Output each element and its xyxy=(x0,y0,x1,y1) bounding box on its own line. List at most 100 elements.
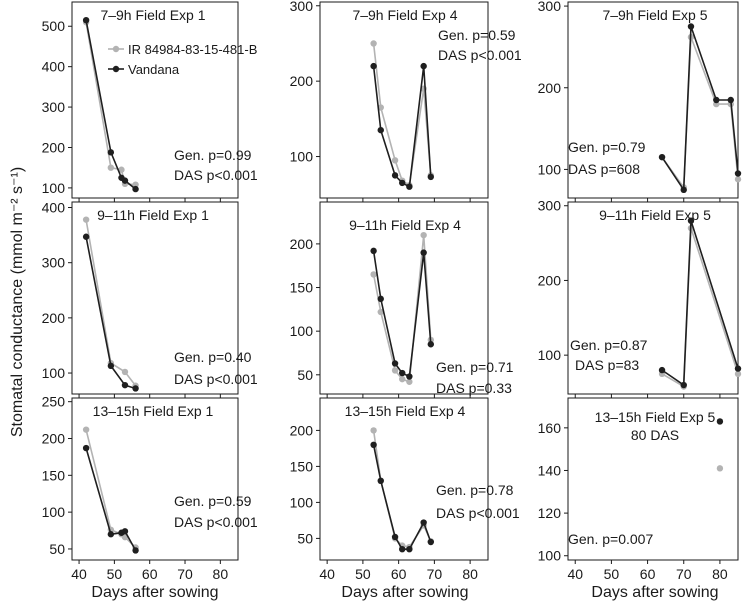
y-tick-label: 300 xyxy=(42,255,66,271)
stat-annotation: Gen. p=0.007 xyxy=(568,531,653,547)
data-point xyxy=(734,170,742,177)
data-point xyxy=(132,185,139,193)
stat-annotation: DAS p<0.001 xyxy=(436,505,520,521)
panel-3-3: 100 120 140 160 40 50 60 70 80 13–15h Field Exp 5… xyxy=(538,397,739,582)
data-point xyxy=(391,533,399,541)
data-point xyxy=(658,366,666,374)
x-tick-label: 80 xyxy=(712,566,728,582)
panel-title: 13–15h Field Exp 5 xyxy=(595,409,716,425)
data-point xyxy=(420,249,427,256)
x-tick-label: 60 xyxy=(391,566,407,582)
panel-frame xyxy=(567,1,739,199)
data-point xyxy=(399,375,406,383)
data-point xyxy=(107,149,115,156)
y-tick-label: 500 xyxy=(42,18,66,34)
data-point xyxy=(406,546,413,553)
y-axis-label: Stomatal conductance (mmol m⁻² s⁻¹) xyxy=(9,167,26,437)
data-point xyxy=(82,233,90,240)
panel-frame xyxy=(71,201,239,395)
data-point xyxy=(391,367,399,374)
legend-label: Vandana xyxy=(128,62,180,77)
panel-frame xyxy=(71,1,239,199)
data-point xyxy=(132,547,139,554)
data-point xyxy=(121,528,129,535)
data-point xyxy=(391,172,399,179)
panel-2-3: 100 200 300 9–11h Field Exp 5 Gen. p=0.87 DAS… xyxy=(538,198,742,398)
stat-annotation: DAS p<0.001 xyxy=(174,167,258,183)
stat-annotation: Gen. p=0.79 xyxy=(568,139,646,155)
panel-frame xyxy=(319,1,489,199)
series-line xyxy=(372,444,432,550)
data-point xyxy=(406,378,413,385)
y-tick-label: 100 xyxy=(538,161,562,177)
x-tick-label: 70 xyxy=(676,566,692,582)
y-tick-label: 50 xyxy=(49,541,65,557)
y-tick-label: 250 xyxy=(42,394,66,410)
data-point xyxy=(107,362,115,370)
y-tick-label: 300 xyxy=(42,99,66,115)
data-point xyxy=(427,173,435,181)
panel-title: 9–11h Field Exp 5 xyxy=(599,207,711,223)
y-tick-label: 400 xyxy=(42,59,66,75)
panel-1-1: 100 200 300 400 500 7–9h Field Exp 1 Gen. p=0.… xyxy=(42,1,258,202)
panel-title: 13–15h Field Exp 4 xyxy=(345,403,466,419)
x-tick-label: 60 xyxy=(142,566,158,582)
panel-title: 13–15h Field Exp 1 xyxy=(93,403,214,419)
data-point xyxy=(399,369,406,377)
panel-1-2: 100 200 300 7–9h Field Exp 4 Gen. p=0.59 DAS … xyxy=(290,0,522,202)
panel-title: 7–9h Field Exp 5 xyxy=(602,7,707,23)
x-axis-label-col1: Days after sowing xyxy=(91,584,218,601)
y-tick-label: 100 xyxy=(538,548,562,564)
data-point xyxy=(734,176,742,183)
data-point xyxy=(716,465,724,472)
data-point xyxy=(121,368,129,376)
data-point xyxy=(121,177,129,184)
data-point xyxy=(377,295,384,303)
data-point xyxy=(132,385,139,392)
stat-annotation: DAS p<0.001 xyxy=(438,47,522,63)
data-point xyxy=(680,381,687,389)
legend-label: IR 84984-83-15-481-B xyxy=(128,42,257,57)
x-tick-label: 40 xyxy=(71,566,87,582)
data-point xyxy=(420,231,427,239)
data-point xyxy=(680,186,687,194)
data-point xyxy=(370,427,377,434)
y-tick-label: 160 xyxy=(538,420,562,436)
y-tick-label: 400 xyxy=(42,200,66,216)
y-tick-label: 50 xyxy=(297,367,313,383)
stat-annotation: DAS p=0.33 xyxy=(436,380,512,396)
stat-annotation: DAS p=608 xyxy=(568,161,640,177)
y-tick-label: 100 xyxy=(290,323,314,339)
data-point xyxy=(370,271,377,278)
y-tick-label: 50 xyxy=(297,530,313,546)
panel-frame xyxy=(567,397,739,561)
data-point xyxy=(734,370,742,378)
y-tick-label: 200 xyxy=(290,236,314,252)
panel-2-1: 100 200 300 400 9–11h Field Exp 1 Gen. p=0.40… xyxy=(42,200,258,398)
data-point xyxy=(399,179,406,187)
y-tick-label: 200 xyxy=(42,310,66,326)
stat-annotation: DAS p=83 xyxy=(575,357,639,373)
stat-annotation: DAS p<0.001 xyxy=(174,371,258,387)
data-point xyxy=(132,181,139,188)
data-point xyxy=(82,16,90,24)
panel-frame xyxy=(319,397,489,561)
data-point xyxy=(420,519,427,526)
panel-grid: 100 200 300 400 500 7–9h Field Exp 1 Gen. p=0.… xyxy=(42,0,742,582)
y-tick-label: 100 xyxy=(538,347,562,363)
stat-annotation: DAS p<0.001 xyxy=(174,514,258,530)
x-tick-label: 40 xyxy=(567,566,583,582)
x-tick-label: 50 xyxy=(355,566,371,582)
data-point xyxy=(370,62,377,70)
panel-1-3: 100 200 300 7–9h Field Exp 5 Gen. p=0.79 DAS … xyxy=(538,0,742,202)
data-point xyxy=(687,23,695,30)
data-point xyxy=(713,96,720,104)
x-tick-label: 70 xyxy=(427,566,443,582)
y-tick-label: 300 xyxy=(538,198,562,214)
data-point xyxy=(107,531,115,538)
data-point xyxy=(420,62,427,70)
y-tick-label: 140 xyxy=(538,462,562,478)
data-point xyxy=(82,426,90,433)
x-tick-label: 80 xyxy=(462,566,478,582)
stat-annotation: Gen. p=0.59 xyxy=(174,493,252,509)
